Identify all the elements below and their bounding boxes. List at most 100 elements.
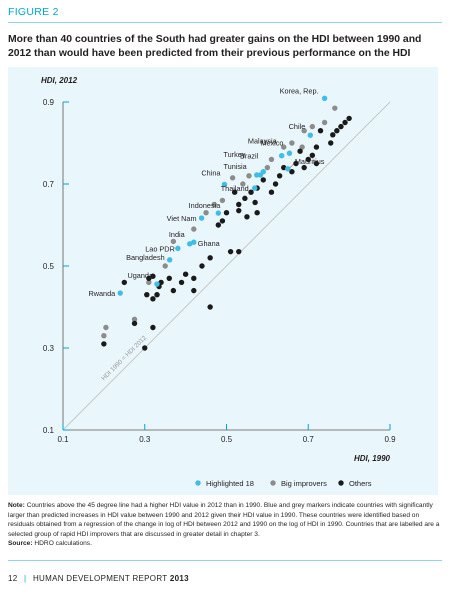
other-point	[223, 210, 230, 216]
report-name: HUMAN DEVELOPMENT REPORT	[32, 574, 168, 583]
country-label: Mexico	[260, 138, 283, 147]
highlighted-point	[307, 132, 313, 138]
source-label: Source:	[8, 540, 33, 548]
other-point	[215, 222, 222, 228]
legend-marker	[338, 480, 344, 486]
other-point	[170, 287, 177, 294]
other-point	[150, 273, 156, 279]
big-improver-point	[170, 238, 177, 245]
other-point	[281, 164, 287, 171]
y-tick-label: 0.1	[43, 426, 55, 435]
highlighted-point	[286, 150, 293, 156]
note-text: Countries above the 45 degree line had a…	[8, 502, 440, 538]
legend-label: Big improvers	[281, 479, 327, 488]
country-label: Malaysia	[248, 137, 278, 146]
scatter-chart: HDI 1990 = HDI 2012 0.1 0.3 0.5 0.7 0.9 0.1 0.3…	[41, 76, 396, 488]
highlighted-point	[191, 239, 197, 245]
highlighted-point	[175, 245, 181, 252]
x-tick-label: 0.9	[384, 435, 396, 444]
big-improver-point	[103, 324, 109, 331]
other-point	[131, 320, 138, 327]
highlighted-point	[187, 241, 193, 247]
other-point	[142, 345, 148, 351]
big-improver-point	[309, 123, 316, 130]
y-tick-label: 0.9	[43, 98, 55, 107]
big-improver-point	[268, 156, 275, 163]
other-point	[150, 324, 156, 331]
other-point	[272, 181, 279, 187]
big-improver-point	[321, 119, 328, 126]
other-point	[207, 304, 213, 310]
country-label: Brazil	[240, 152, 259, 161]
other-point	[309, 152, 316, 158]
other-point	[154, 292, 160, 298]
big-improver-point	[240, 181, 246, 187]
big-improver-point	[203, 210, 209, 216]
top-rule	[8, 22, 442, 23]
other-point	[207, 255, 213, 261]
x-tick-label: 0.3	[139, 435, 151, 444]
highlighted-point	[215, 210, 222, 216]
other-point	[191, 287, 197, 294]
other-point	[150, 296, 156, 302]
other-point	[101, 341, 107, 347]
big-improver-point	[131, 316, 138, 322]
other-point	[146, 275, 152, 281]
country-label: Bangladesh	[126, 253, 165, 262]
other-point	[260, 177, 266, 183]
figure-label: FIGURE 2	[8, 6, 59, 18]
highlighted-point	[252, 185, 258, 191]
other-point	[330, 132, 336, 138]
highlighted-point	[285, 166, 291, 172]
country-label: Viet Nam	[167, 214, 197, 223]
source-text: HDRO calculations.	[34, 540, 92, 548]
big-improver-point	[162, 263, 168, 269]
other-point	[289, 169, 295, 175]
highlighted-point	[254, 172, 260, 178]
country-label: Uganda	[127, 271, 154, 280]
page-number: 12	[8, 574, 18, 583]
legend-marker	[270, 480, 276, 486]
other-point	[182, 271, 189, 277]
other-point	[313, 160, 320, 167]
other-point	[236, 248, 242, 255]
figure-title: More than 40 countries of the South had …	[8, 34, 422, 59]
highlighted-point	[117, 290, 123, 296]
country-label: Ghana	[198, 239, 221, 248]
other-point	[297, 148, 303, 154]
chart-panel: HDI 1990 = HDI 2012 0.1 0.3 0.5 0.7 0.9 0.1 0.3…	[8, 67, 438, 495]
other-point	[252, 199, 258, 206]
mauritius-leader-line	[289, 162, 295, 169]
country-label: Indonesia	[189, 201, 222, 210]
diagonal-label: HDI 1990 = HDI 2012	[100, 334, 148, 382]
highlighted-point	[221, 181, 228, 188]
other-point	[236, 201, 242, 208]
big-improver-point	[191, 226, 197, 232]
other-point	[227, 248, 234, 255]
other-point	[166, 275, 172, 281]
x-axis-title: HDI, 1990	[354, 454, 391, 463]
other-point	[276, 173, 283, 179]
figure-note: Note: Countries above the 45 degree line…	[8, 501, 442, 549]
big-improver-point	[101, 333, 107, 339]
legend-label: Others	[349, 479, 372, 488]
country-label: India	[169, 230, 186, 239]
country-label: Lao PDR	[145, 244, 175, 253]
other-point	[236, 207, 242, 214]
other-point	[144, 292, 150, 298]
other-point	[301, 164, 307, 171]
x-tick-label: 0.1	[57, 435, 69, 444]
other-point	[334, 128, 340, 134]
highlighted-point	[198, 215, 205, 221]
other-point	[328, 140, 334, 146]
country-label: Mauritius	[295, 157, 325, 166]
other-point	[158, 279, 164, 286]
other-point	[313, 144, 320, 150]
big-improver-point	[301, 128, 307, 134]
country-label: Rwanda	[88, 289, 116, 298]
highlighted-point	[154, 281, 160, 287]
country-label: Thailand	[221, 184, 249, 193]
big-improver-point	[264, 164, 271, 171]
other-point	[242, 195, 248, 202]
other-point	[254, 210, 260, 216]
